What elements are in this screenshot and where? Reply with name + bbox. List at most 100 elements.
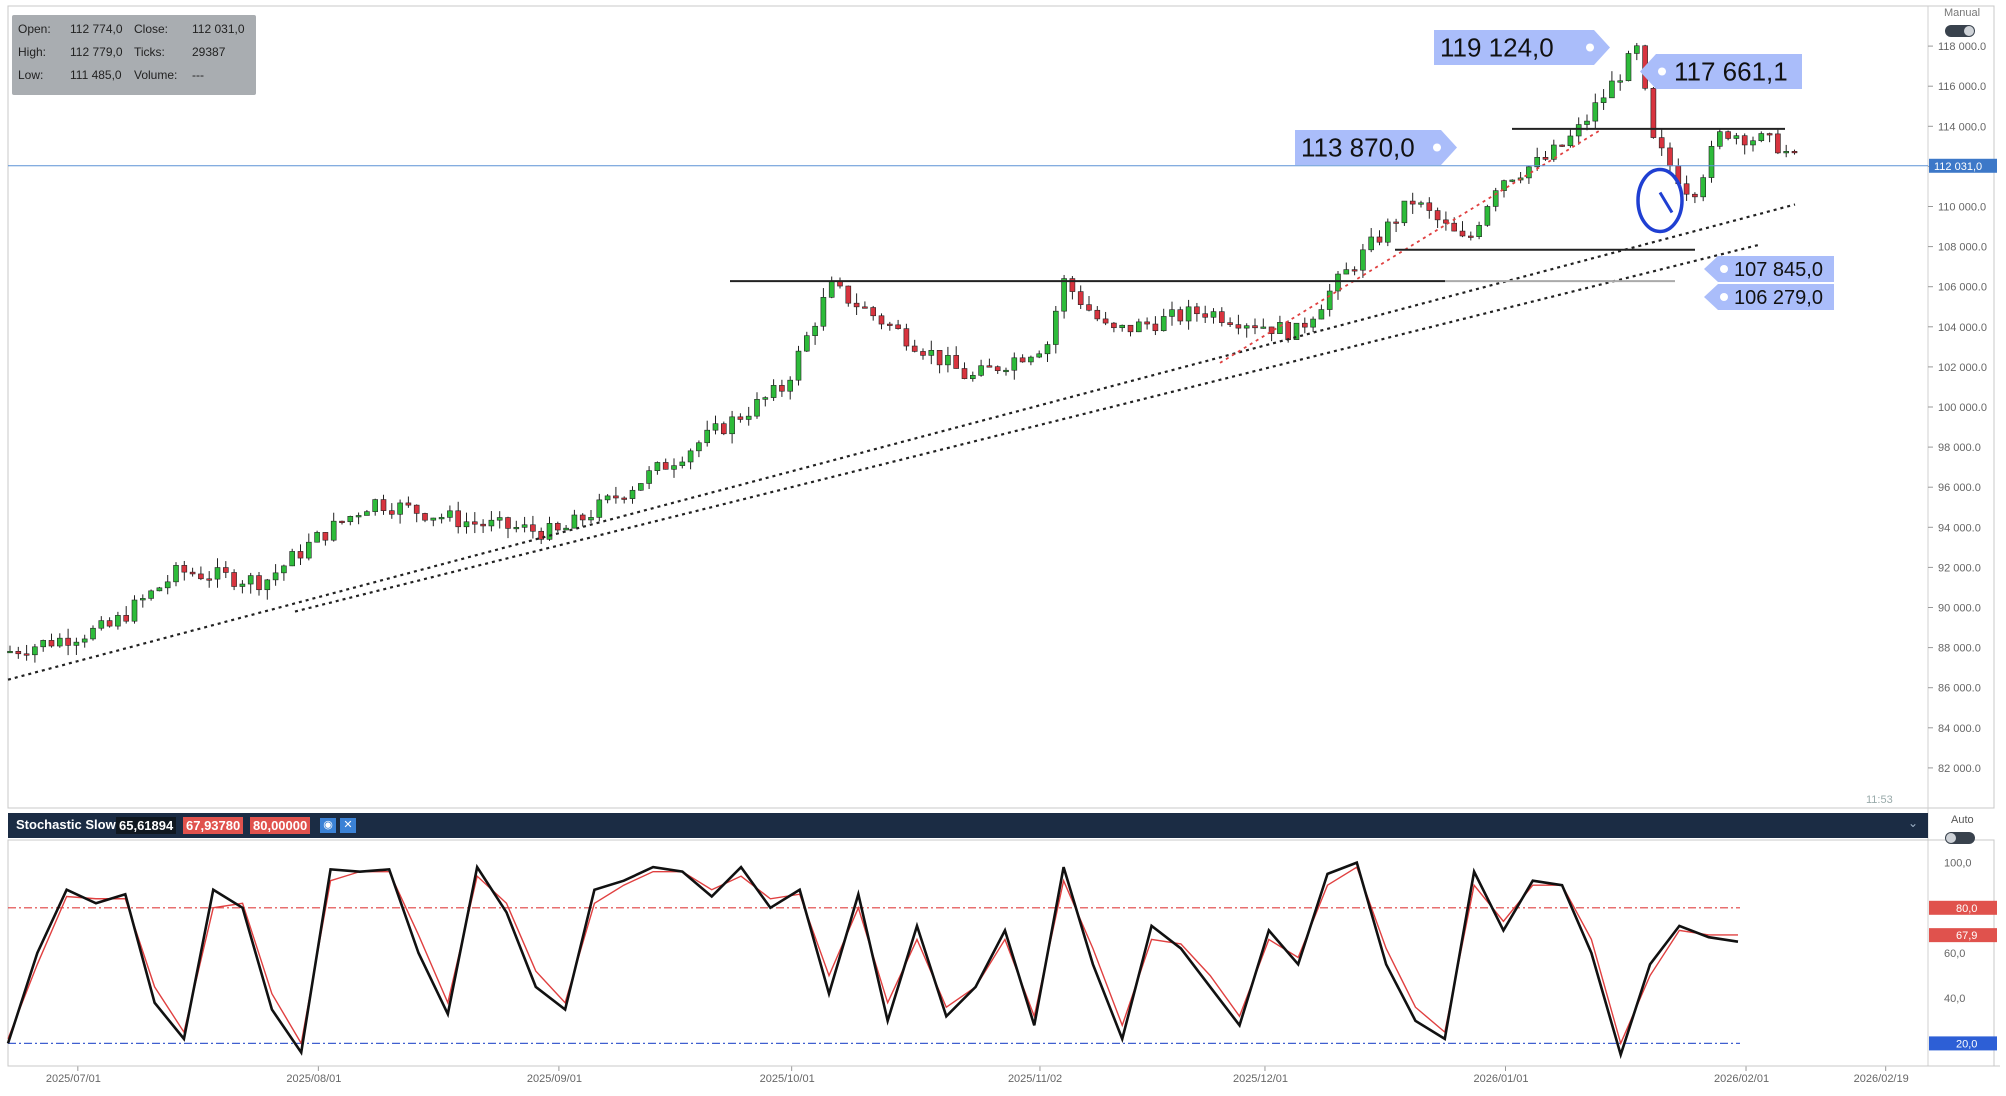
candle-body [289, 551, 296, 567]
candle-body [779, 385, 785, 392]
candle [1069, 276, 1076, 300]
candle-body [1575, 124, 1582, 137]
candle-body [1783, 151, 1789, 154]
candle-body [1733, 135, 1740, 139]
candle [463, 512, 470, 534]
candle [704, 420, 711, 447]
stoch-panel-frame [7, 839, 1995, 1067]
candle [1409, 192, 1416, 214]
candle-body [1725, 131, 1731, 139]
candle [388, 503, 395, 519]
candle-body [297, 551, 304, 559]
close-icon[interactable]: ✕ [340, 818, 356, 833]
x-tick-label: 2026/01/01 [1473, 1073, 1528, 1085]
candle-body [1750, 140, 1756, 146]
candle [596, 493, 603, 522]
candle-body [604, 495, 611, 501]
candle-body [1634, 45, 1640, 54]
candle-body [596, 499, 603, 518]
candle-body [1136, 321, 1142, 333]
candle-body [820, 297, 827, 327]
candle [986, 358, 993, 368]
scale-mode-top-toggle[interactable] [1945, 25, 1975, 37]
highlight-stroke [1658, 191, 1674, 214]
candle [1667, 142, 1673, 173]
candle [563, 525, 569, 531]
x-tick-label: 2025/07/01 [46, 1073, 101, 1085]
candle [314, 530, 320, 543]
candle [961, 362, 968, 380]
candle [23, 644, 30, 661]
candle-body [1285, 322, 1291, 340]
y-tick-label: 92 000.0 [1938, 562, 1981, 574]
candle-body [388, 510, 395, 515]
stoch-level-80-tag [1929, 900, 1997, 915]
candle [803, 331, 810, 353]
candle-body [1227, 322, 1233, 325]
candle [413, 504, 420, 523]
candle [696, 440, 702, 458]
candle [604, 494, 611, 504]
candle [90, 625, 96, 641]
candle-body [1766, 133, 1773, 136]
candle [1252, 318, 1258, 335]
candle [1700, 174, 1706, 202]
candle-body [1667, 147, 1673, 167]
annotation-113870-shape [1295, 130, 1457, 165]
candle [1011, 352, 1018, 380]
candle [40, 639, 47, 652]
stoch-level-20-label: 20,0 [1956, 1038, 1977, 1050]
candle-body [1443, 219, 1449, 224]
candle [978, 359, 984, 377]
candle-body [521, 524, 528, 528]
candle [629, 486, 636, 504]
candle [911, 339, 918, 353]
candle [173, 562, 179, 587]
candle-body [272, 572, 279, 581]
candle [1750, 136, 1756, 152]
eye-icon[interactable]: ◉ [320, 818, 336, 833]
candle [969, 371, 976, 382]
candle [920, 348, 926, 360]
candle [1492, 187, 1499, 212]
annotation-119124-dot [1586, 43, 1594, 52]
candle [81, 634, 88, 648]
candle [1111, 322, 1117, 333]
candle-body [1219, 311, 1225, 323]
candle [671, 458, 677, 478]
candle [1102, 311, 1109, 326]
candle [787, 376, 794, 400]
candle [214, 558, 221, 588]
candle [1077, 285, 1084, 309]
scale-mode-bottom-toggle[interactable] [1945, 832, 1975, 844]
candle-body [1418, 202, 1424, 205]
volume-label: Volume: [134, 68, 178, 82]
candle-body [98, 620, 105, 629]
candle-body [463, 521, 470, 528]
candle [15, 646, 22, 659]
candle-body [1019, 357, 1026, 363]
candle [770, 379, 777, 401]
candle-body [1584, 120, 1590, 125]
candle-body [654, 462, 661, 471]
candle-body [1127, 324, 1134, 333]
candle-body [920, 351, 926, 356]
candle-body [488, 519, 495, 527]
candle [1368, 228, 1374, 253]
candle-body [1252, 325, 1258, 329]
candle [588, 509, 594, 523]
candle [1426, 197, 1433, 219]
candle [1733, 132, 1740, 145]
candle [1783, 144, 1789, 158]
chevron-down-icon[interactable]: ⌄ [1908, 816, 1919, 830]
candle [1600, 89, 1607, 110]
candle-body [471, 521, 478, 525]
candle-body [637, 483, 644, 491]
candle-body [1036, 353, 1042, 358]
candle [1219, 307, 1225, 327]
stoch-k-value: 65,61894 [116, 817, 177, 834]
candle [1243, 323, 1250, 338]
candle-body [878, 315, 885, 325]
candle-body [1559, 144, 1565, 147]
